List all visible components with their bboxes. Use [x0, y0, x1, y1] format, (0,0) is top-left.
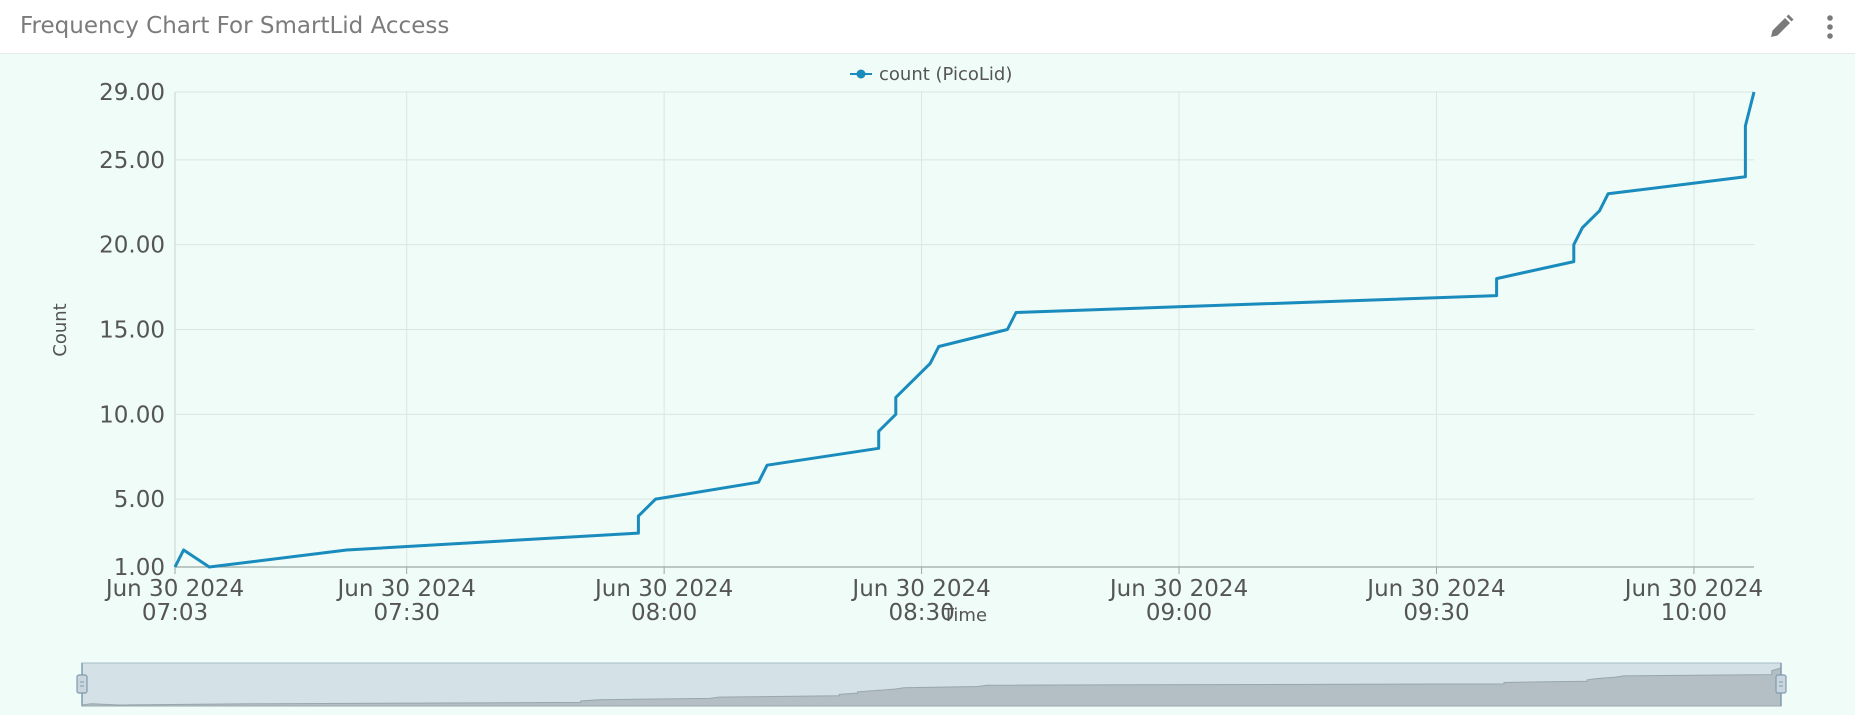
series-line-0[interactable]	[173, 91, 1756, 569]
y-tick-label: 15.00	[99, 318, 165, 344]
y-axis-label: Count	[50, 303, 71, 356]
x-tick-label-time: 09:00	[1146, 600, 1212, 626]
y-tick-label: 10.00	[99, 402, 165, 428]
x-tick-label-time: 10:00	[1661, 600, 1727, 626]
y-tick-label: 1.00	[114, 555, 165, 581]
y-tick-label: 29.00	[99, 80, 165, 106]
x-tick-label-date: Jun 30 2024	[336, 576, 476, 602]
x-tick-label-time: 08:30	[888, 600, 954, 626]
x-tick-label-date: Jun 30 2024	[1623, 576, 1763, 602]
x-tick-label-date: Jun 30 2024	[1365, 576, 1505, 602]
x-tick-label-time: 07:30	[374, 600, 440, 626]
panel-header: Frequency Chart For SmartLid Access	[0, 0, 1855, 54]
legend-label: count (PicoLid)	[879, 64, 1012, 85]
x-tick-label-date: Jun 30 2024	[104, 576, 244, 602]
grid	[174, 91, 1754, 568]
x-tick-label-time: 07:03	[142, 600, 208, 626]
x-tick-label-time: 08:00	[631, 600, 697, 626]
x-tick-label-date: Jun 30 2024	[850, 576, 990, 602]
legend-swatch-marker	[856, 69, 866, 79]
line-chart: 1.00 5.00 10.00 15.00 20.00 25.00 29.00 Jun 30…	[50, 64, 1787, 707]
x-tick-label-date: Jun 30 2024	[593, 576, 733, 602]
y-tick-label: 20.00	[99, 233, 165, 259]
y-tick-label: 25.00	[99, 148, 165, 174]
x-tick-label-date: Jun 30 2024	[1108, 576, 1248, 602]
panel-title: Frequency Chart For SmartLid Access	[20, 13, 450, 39]
x-axis-label: Time	[942, 605, 987, 626]
zoom-preview-area	[81, 667, 1782, 707]
zoom-slider[interactable]	[76, 662, 1787, 707]
zoom-handle-right[interactable]	[1775, 674, 1787, 694]
zoom-handle-left[interactable]	[76, 674, 88, 694]
y-axis: 1.00 5.00 10.00 15.00 20.00 25.00 29.00	[99, 80, 176, 581]
legend[interactable]: count (PicoLid)	[850, 64, 1012, 85]
y-tick-label: 5.00	[114, 487, 165, 513]
vertical-ellipsis-icon[interactable]	[1818, 12, 1842, 42]
series-layer	[173, 91, 1756, 569]
pencil-icon[interactable]	[1766, 12, 1796, 42]
x-tick-label-time: 09:30	[1403, 600, 1469, 626]
